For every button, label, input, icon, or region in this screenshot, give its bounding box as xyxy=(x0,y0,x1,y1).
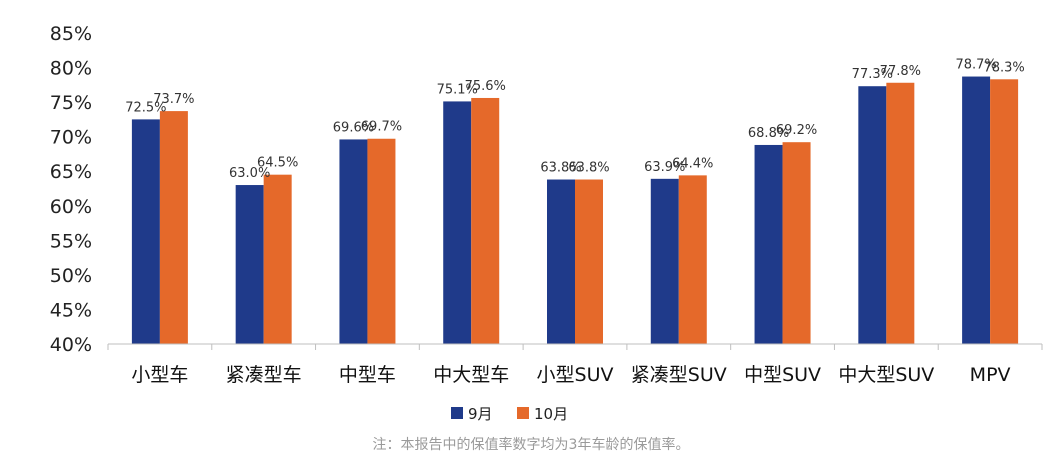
x-tick-label: 紧凑型车 xyxy=(226,364,302,386)
bar-sep xyxy=(547,179,575,344)
x-tick-label: 中型SUV xyxy=(744,364,821,386)
y-tick-label: 40% xyxy=(50,334,92,356)
bar-sep xyxy=(339,139,368,344)
bar-oct xyxy=(367,138,396,344)
legend: 9月 10月 xyxy=(451,405,568,423)
bar-oct xyxy=(886,82,915,344)
x-tick-label: 中大型车 xyxy=(433,364,509,386)
bar-sep xyxy=(131,119,160,344)
bar-oct xyxy=(159,111,188,345)
bar-sep xyxy=(235,185,264,344)
bar-sep xyxy=(962,76,991,344)
y-tick-label: 85% xyxy=(50,23,92,45)
y-tick-label: 45% xyxy=(50,299,92,321)
x-axis: 小型车 紧凑型车 中型车 中大型车 小型SUV 紧凑型SUV 中型SUV 中大型SUV MPV xyxy=(107,343,1043,386)
y-tick-label: 60% xyxy=(50,196,92,218)
y-axis: 85% 80% 75% 70% 65% 60% 55% 50% 45% 40% xyxy=(50,23,92,356)
data-label: 63.8% xyxy=(540,161,581,176)
data-label: 72.5% xyxy=(125,100,166,115)
bar-sep xyxy=(443,101,472,344)
bar-oct xyxy=(990,79,1019,344)
data-label: 64.4% xyxy=(672,156,713,171)
footnote: 注：本报告中的保值率数字均为3年车龄的保值率。 xyxy=(372,437,690,453)
y-tick-label: 75% xyxy=(50,92,92,114)
data-label: 63.8% xyxy=(568,161,609,176)
data-label: 63.9% xyxy=(644,160,685,175)
bar-oct xyxy=(471,97,500,344)
legend-swatch xyxy=(451,407,463,419)
data-label: 63.0% xyxy=(229,166,270,181)
bar-oct xyxy=(575,179,603,344)
data-labels: 72.5%73.7% 63.0%64.5% 69.6%69.7% 75.1%75.6%… xyxy=(125,58,1025,182)
data-label: 77.3% xyxy=(852,67,893,82)
data-label: 78.7% xyxy=(955,58,996,73)
bar-sep xyxy=(858,86,887,345)
bar-sep xyxy=(754,144,783,344)
bar-sep xyxy=(650,178,679,344)
data-label: 69.2% xyxy=(776,123,817,138)
y-tick-label: 50% xyxy=(50,265,92,287)
data-label: 64.5% xyxy=(257,156,298,171)
x-tick-label: 小型车 xyxy=(131,364,188,386)
data-label: 69.7% xyxy=(361,120,402,135)
x-tick-label: 中大型SUV xyxy=(838,364,934,386)
bar-oct xyxy=(782,142,811,344)
y-tick-label: 70% xyxy=(50,127,92,149)
data-label: 68.8% xyxy=(748,126,789,141)
y-tick-label: 80% xyxy=(50,58,92,80)
bars xyxy=(131,76,1019,345)
data-label: 75.6% xyxy=(465,79,506,94)
legend-swatch xyxy=(517,407,529,419)
x-tick-label: 紧凑型SUV xyxy=(631,364,727,386)
data-label: 69.6% xyxy=(333,120,374,135)
bar-oct xyxy=(678,175,707,344)
data-label: 77.8% xyxy=(880,64,921,79)
y-tick-label: 65% xyxy=(50,161,92,183)
x-tick-label: MPV xyxy=(970,364,1011,386)
data-label: 75.1% xyxy=(437,82,478,97)
data-label: 78.3% xyxy=(983,60,1024,75)
legend-label: 10月 xyxy=(534,405,568,423)
legend-label: 9月 xyxy=(468,405,493,423)
data-label: 73.7% xyxy=(153,92,194,107)
y-tick-label: 55% xyxy=(50,230,92,252)
x-tick-label: 小型SUV xyxy=(537,364,614,386)
x-tick-label: 中型车 xyxy=(339,364,396,386)
bar-oct xyxy=(263,174,292,344)
